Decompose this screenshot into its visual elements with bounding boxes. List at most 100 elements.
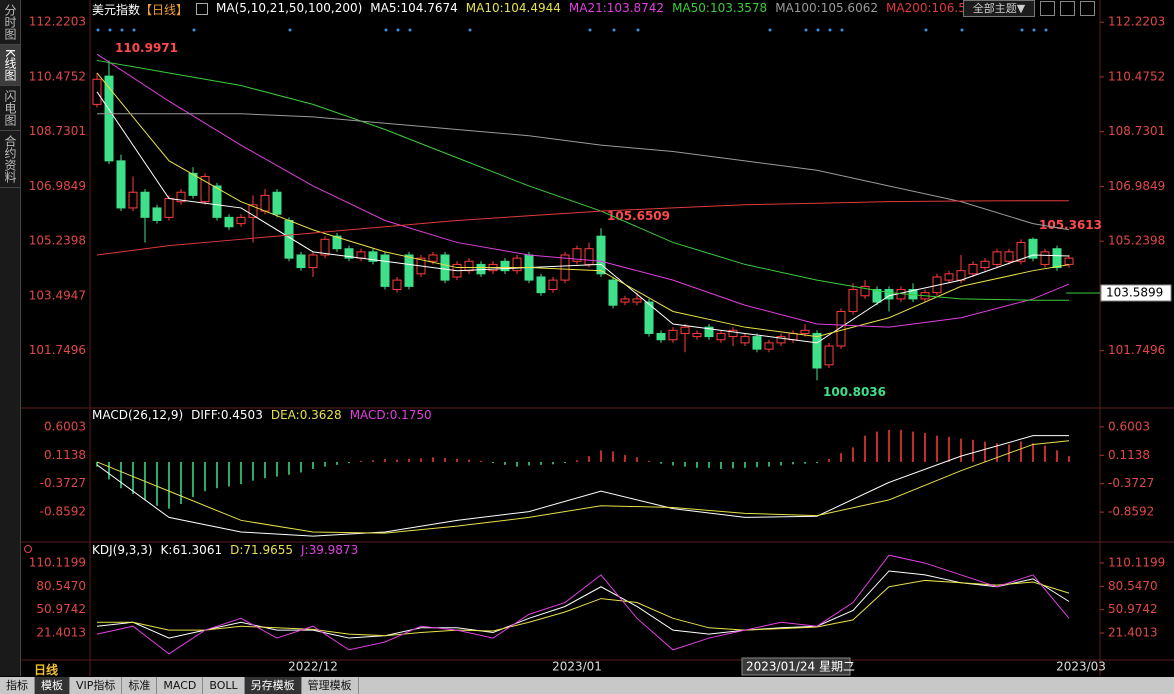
candle-body (968, 263, 978, 275)
candle-body (572, 248, 582, 262)
main-header: 美元指数 【日线】 MA(5,10,21,50,100,200) MA5:104.… (92, 1, 981, 18)
candle-body (356, 251, 366, 259)
y-tick-label: 0.1138 (44, 448, 86, 462)
candle-body (608, 279, 618, 306)
candle-body (548, 279, 558, 291)
candle-body (224, 216, 234, 228)
candle-body (716, 332, 726, 341)
candle-body (344, 248, 354, 259)
candle-body (764, 342, 774, 350)
legend-item: MA100:105.6062 (775, 1, 878, 15)
candle-body (260, 194, 270, 212)
candle-body (740, 336, 750, 344)
candle-body (1016, 241, 1026, 262)
window-icon[interactable] (1040, 1, 1055, 16)
x-tick-label: 2022/12 (288, 660, 338, 674)
candle-body (236, 216, 246, 225)
x-tick-label: 2023/01 (552, 660, 602, 674)
y-tick-label: 21.4013 (36, 626, 86, 640)
y-tick-label: 110.1199 (29, 555, 86, 569)
last-price-box (1100, 284, 1172, 302)
candle-body (644, 301, 654, 334)
candle-body (776, 336, 786, 344)
candle-body (596, 235, 606, 275)
sidebar-tab[interactable]: 分时图 (0, 0, 20, 45)
candle-body (836, 310, 846, 347)
candle-body (1004, 251, 1014, 262)
toolbar-item[interactable]: 另存模板 (244, 677, 302, 694)
candle-body (1040, 251, 1050, 265)
candle-body (1064, 257, 1074, 265)
candle-body (872, 289, 882, 303)
legend-item: MA21:103.8742 (568, 1, 665, 15)
indicator-line (96, 435, 1070, 537)
indicator-line (96, 554, 1070, 655)
candle-body (848, 289, 858, 312)
theme-button[interactable]: 全部主题▼ (963, 0, 1035, 17)
period: 【日线】 (140, 3, 189, 17)
toolbar-item[interactable]: 模板 (35, 677, 70, 694)
last-price-label: 103.5899 (1106, 285, 1163, 299)
candle-body (296, 254, 306, 269)
y-tick-label: -0.8592 (40, 505, 86, 519)
legend-item: D:71.9655 (230, 543, 293, 557)
candle-body (704, 326, 714, 338)
candle-body (212, 185, 222, 218)
price-annotation: 105.6509 (607, 209, 670, 223)
y-tick-label: 108.7301 (1108, 124, 1165, 138)
candle-body (464, 260, 474, 272)
candle-body (980, 260, 990, 269)
candle-body (116, 160, 126, 209)
y-tick-label: 110.4752 (1108, 69, 1165, 83)
candle-body (248, 204, 258, 218)
candle-body (392, 279, 402, 291)
toolbar-item[interactable]: 管理模板 (302, 677, 359, 694)
candle-body (788, 332, 798, 341)
legend-item: MA10:104.4944 (465, 1, 561, 15)
y-tick-label: 110.1199 (1108, 555, 1165, 569)
indicator-line (96, 200, 1070, 256)
legend-item: K:61.3061 (160, 543, 223, 557)
window-icon[interactable] (1060, 1, 1075, 16)
toolbar-item[interactable]: VIP指标 (70, 677, 123, 694)
candle-body (1052, 248, 1062, 269)
y-tick-label: 108.7301 (29, 124, 86, 138)
candle-body (536, 276, 546, 294)
macd-header: MACD(26,12,9) DIFF:0.4503 DEA:0.3628 MACD:… (92, 408, 432, 422)
candle-body (728, 329, 738, 338)
y-tick-label: 106.9849 (1108, 179, 1165, 193)
toolbar-item[interactable]: BOLL (203, 677, 245, 694)
candle-body (272, 191, 282, 215)
toolbar-item[interactable]: MACD (157, 677, 204, 694)
candle-body (308, 254, 318, 269)
x-tick-label: 2023/03 (1056, 660, 1106, 674)
candle-body (656, 332, 666, 341)
settings-icon[interactable] (196, 3, 209, 15)
sidebar-tab[interactable]: 合约资料 (0, 131, 20, 188)
legend-item: DEA:0.3628 (270, 408, 342, 422)
legend-item: J:39.9873 (301, 543, 359, 557)
toolbar-item[interactable]: 标准 (122, 677, 158, 694)
indicator-line (96, 440, 1070, 534)
candle-body (944, 273, 954, 281)
legend-item: MA5:104.7674 (370, 1, 458, 15)
sidebar-tab[interactable]: K线图 (0, 45, 20, 86)
sidebar-tab[interactable]: 闪电图 (0, 86, 20, 131)
y-tick-label: 110.4752 (29, 69, 86, 83)
candle-body (404, 254, 414, 287)
price-annotation: 105.3613 (1039, 218, 1102, 232)
indicator-line (96, 59, 1070, 301)
indicator-line (96, 570, 1070, 639)
candle-body (752, 336, 762, 350)
toolbar-item[interactable]: 指标 (0, 677, 35, 694)
y-tick-label: 105.2398 (1108, 234, 1165, 248)
candle-body (152, 207, 162, 221)
candle-body (176, 191, 186, 203)
legend-item: MACD:0.1750 (349, 408, 432, 422)
window-icon[interactable] (1080, 1, 1095, 16)
y-tick-label: 80.5470 (1108, 579, 1158, 593)
indicator-line (97, 113, 1070, 231)
candle-body (188, 172, 198, 196)
event-dots (96, 28, 1048, 32)
